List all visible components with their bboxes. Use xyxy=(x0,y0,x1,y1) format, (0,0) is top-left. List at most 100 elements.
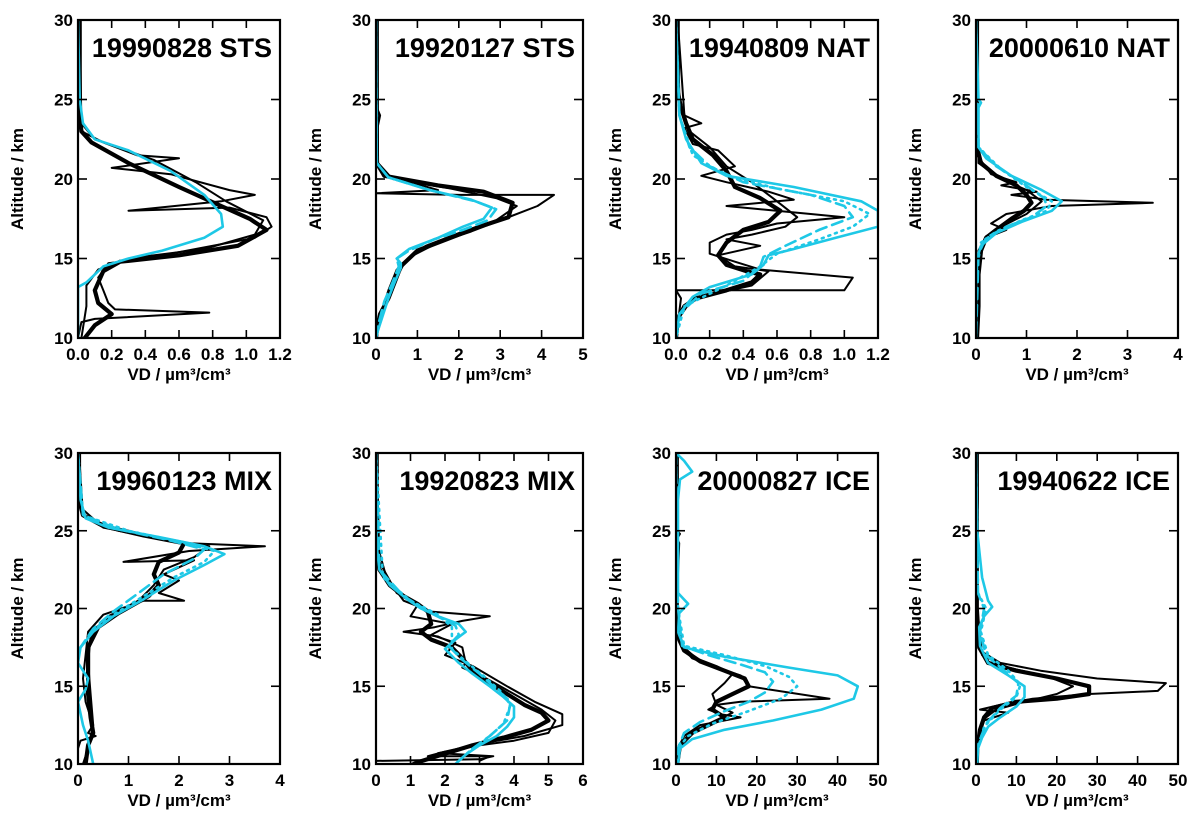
x-tick-label: 1.2 xyxy=(866,345,890,364)
x-axis-label-prefix: VD / xyxy=(725,791,763,810)
chart-panel-1: 0.0 0.2 0.4 0.6 0.8 1.0 1.2 10 15 20 25 30 19990828 … xyxy=(8,11,292,384)
series-line-thin xyxy=(376,453,557,762)
y-tick-label: 20 xyxy=(952,170,971,189)
y-tick-label: 10 xyxy=(652,755,671,774)
series-line-cyan-dot xyxy=(676,453,799,750)
panel-title: 20000827 ICE xyxy=(697,466,870,496)
y-tick-label: 20 xyxy=(352,170,371,189)
x-axis-label-unit: µm³/cm³ xyxy=(466,791,532,810)
series-line-cyan-dot xyxy=(976,453,1022,750)
x-tick-label: 30 xyxy=(788,771,807,790)
x-axis-label: VD / µm³/cm³ xyxy=(725,365,829,384)
y-tick-label: 15 xyxy=(352,250,371,269)
plot-frame xyxy=(76,18,282,340)
series-line-cyan-dash xyxy=(976,453,1020,764)
x-axis-label-unit: µm³/cm³ xyxy=(1063,365,1129,384)
x-tick-label: 1 xyxy=(406,771,415,790)
plot-frame xyxy=(974,451,1180,766)
x-axis-label-prefix: VD / xyxy=(428,365,466,384)
series-line-thin xyxy=(78,453,266,750)
series-line-thin xyxy=(78,20,265,338)
y-tick-label: 30 xyxy=(352,11,371,30)
y-axis-label: Altitude / km xyxy=(906,557,925,659)
x-tick-label: 0.6 xyxy=(167,345,191,364)
x-tick-label: 2 xyxy=(454,345,463,364)
y-tick-label: 10 xyxy=(54,755,73,774)
x-tick-label: 1.2 xyxy=(268,345,292,364)
y-tick-label: 30 xyxy=(54,444,73,463)
x-tick-label: 2 xyxy=(1072,345,1081,364)
y-tick-label: 20 xyxy=(652,600,671,619)
x-tick-label: 0 xyxy=(371,771,380,790)
y-tick-label: 15 xyxy=(54,250,73,269)
series-line-cyan-dash xyxy=(78,453,206,649)
chart-panel-4: 0 1 2 3 4 10 15 20 25 30 20000610 NAT VD / µm³/cm³ A… xyxy=(906,11,1183,384)
x-axis-label-unit: µm³/cm³ xyxy=(1063,791,1129,810)
x-tick-label: 0 xyxy=(73,771,82,790)
x-tick-label: 3 xyxy=(475,771,484,790)
y-tick-label: 15 xyxy=(652,250,671,269)
plot-frame xyxy=(674,451,880,766)
panel-title: 20000610 NAT xyxy=(989,33,1171,63)
x-tick-label: 4 xyxy=(275,771,285,790)
y-tick-label: 30 xyxy=(652,444,671,463)
x-axis-label: VD / µm³/cm³ xyxy=(428,365,532,384)
series-line-cyan xyxy=(676,453,860,764)
x-tick-label: 0.0 xyxy=(66,345,90,364)
x-axis-label-prefix: VD / xyxy=(127,365,165,384)
x-tick-label: 1.0 xyxy=(235,345,259,364)
series-line-thick xyxy=(78,453,187,764)
chart-panel-6: 0 1 2 3 4 5 6 10 15 20 25 30 19920823 MIX VD / µm³/cm… xyxy=(306,444,588,810)
x-tick-label: 5 xyxy=(544,771,553,790)
x-tick-label: 0.8 xyxy=(201,345,225,364)
y-tick-label: 25 xyxy=(352,91,371,110)
x-tick-label: 0.4 xyxy=(732,345,756,364)
series-line-cyan xyxy=(676,20,878,338)
x-tick-label: 4 xyxy=(537,345,547,364)
series-line-cyan xyxy=(78,453,226,764)
panel-title: 19920823 MIX xyxy=(399,466,575,496)
x-tick-label: 4 xyxy=(509,771,519,790)
x-axis-label-unit: µm³/cm³ xyxy=(763,365,829,384)
x-axis-label: VD / µm³/cm³ xyxy=(428,791,532,810)
x-tick-label: 0 xyxy=(371,345,380,364)
y-axis-label: Altitude / km xyxy=(8,128,27,230)
panel-title: 19940622 ICE xyxy=(997,466,1170,496)
x-tick-label: 10 xyxy=(707,771,726,790)
y-tick-label: 30 xyxy=(952,11,971,30)
x-tick-label: 20 xyxy=(747,771,766,790)
series-line-thick xyxy=(78,20,269,338)
y-tick-label: 10 xyxy=(952,755,971,774)
x-tick-label: 50 xyxy=(1169,771,1188,790)
y-tick-label: 15 xyxy=(952,677,971,696)
x-tick-label: 1 xyxy=(124,771,133,790)
x-tick-label: 40 xyxy=(1128,771,1147,790)
y-tick-label: 30 xyxy=(952,444,971,463)
x-tick-label: 4 xyxy=(1173,345,1183,364)
x-tick-label: 1 xyxy=(1022,345,1031,364)
series-line-thin xyxy=(676,20,799,324)
y-tick-label: 25 xyxy=(652,91,671,110)
series-line-thin xyxy=(376,453,564,762)
panel-title: 19960123 MIX xyxy=(96,466,272,496)
x-tick-label: 0.2 xyxy=(698,345,722,364)
x-axis-label-prefix: VD / xyxy=(428,791,466,810)
x-tick-label: 3 xyxy=(225,771,234,790)
y-tick-label: 10 xyxy=(652,329,671,348)
y-tick-label: 15 xyxy=(652,677,671,696)
y-tick-label: 25 xyxy=(652,522,671,541)
y-tick-label: 25 xyxy=(952,522,971,541)
y-tick-label: 20 xyxy=(54,170,73,189)
x-tick-label: 20 xyxy=(1047,771,1066,790)
x-axis-label: VD / µm³/cm³ xyxy=(127,365,231,384)
x-tick-label: 1 xyxy=(413,345,422,364)
chart-panel-5: 0 1 2 3 4 10 15 20 25 30 19960123 MIX VD / µm³/cm³ A… xyxy=(8,444,285,810)
y-tick-label: 25 xyxy=(352,522,371,541)
x-tick-label: 3 xyxy=(495,345,504,364)
x-tick-label: 0.6 xyxy=(765,345,789,364)
y-tick-label: 30 xyxy=(54,11,73,30)
series-line-cyan xyxy=(976,20,1064,338)
x-tick-label: 2 xyxy=(174,771,183,790)
series-line-cyan-dot xyxy=(976,20,1054,276)
series-line-thin xyxy=(676,453,831,764)
